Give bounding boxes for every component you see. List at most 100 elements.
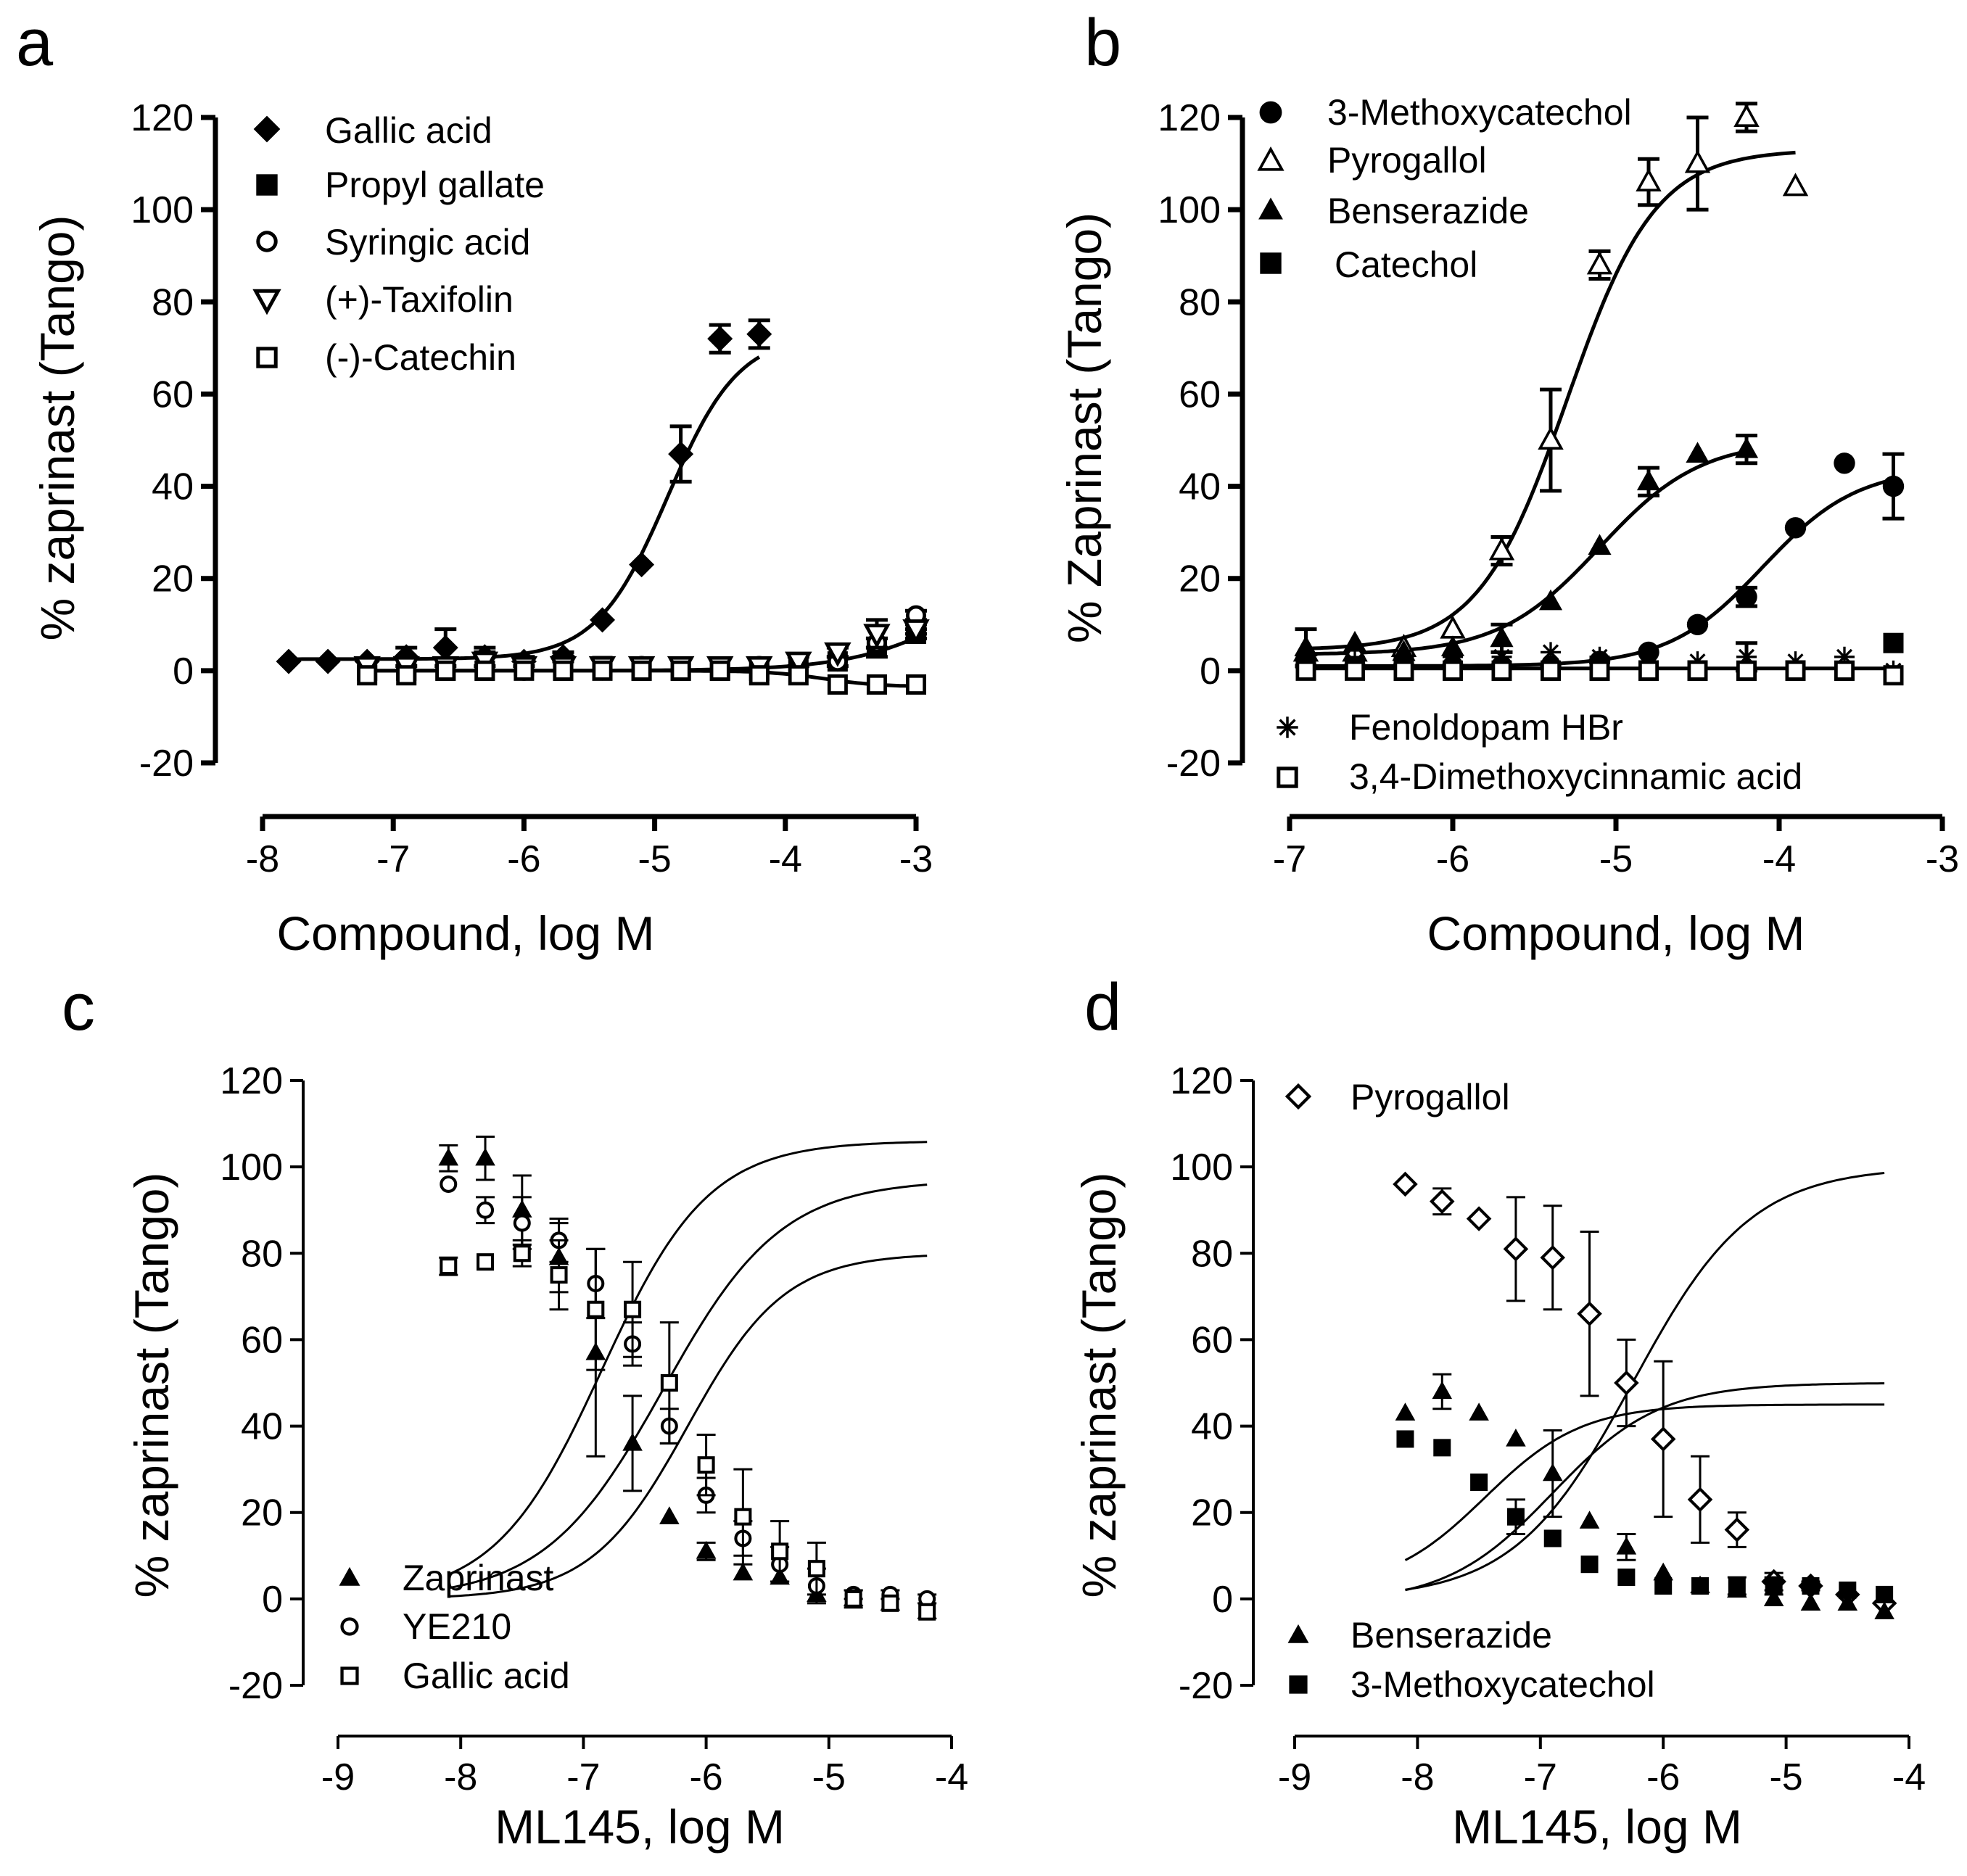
fit-curve-pd-benserazide: [1405, 1382, 1885, 1592]
data-point-gallic-acid: [918, 1603, 936, 1621]
data-point-3-4-dimethoxycinnamic-acid: [1295, 660, 1316, 681]
data-point-gallic-acid: [629, 552, 655, 578]
pc-x-tick-label: -6: [689, 1756, 722, 1798]
pd-y-tick-label: 20: [1191, 1492, 1233, 1534]
fit-curve-pb-3-methoxycatechol: [1306, 477, 1894, 668]
fit-curve-pb-benserazide: [1306, 449, 1747, 656]
data-point-benserazide: [1837, 1592, 1858, 1611]
data-point-catechin: [749, 665, 770, 686]
data-point-catechin: [474, 660, 495, 681]
data-point-3-4-dimethoxycinnamic-acid: [1736, 660, 1757, 681]
data-point-3-4-dimethoxycinnamic-acid: [1491, 660, 1512, 681]
legend-b-label-catechol: Catechol: [1335, 244, 1477, 285]
pa-x-tick-label: -8: [246, 838, 279, 880]
legend-b-label-3-methoxycatechol: 3-Methoxycatechol: [1327, 92, 1632, 133]
legend-a-label-syringic-acid: Syringic acid: [325, 222, 530, 263]
data-point-gallic-acid: [590, 607, 616, 633]
legend-d-label-pyrogallol: Pyrogallol: [1350, 1077, 1510, 1117]
pa-x-tick-label: -6: [507, 838, 540, 880]
data-point-gallic-acid: [771, 1542, 789, 1561]
panel-d-axes: -20 0 20 40 60 80 100 120 -9 -8 -7 -6 -5 -4: [1170, 1060, 1926, 1798]
data-point-catechin: [631, 660, 652, 681]
pa-y-tick-label: 20: [152, 558, 194, 600]
data-point-benserazide: [1734, 437, 1759, 458]
data-point-taxifolin: [902, 619, 930, 644]
legend-c-marker-ye210: [340, 1617, 359, 1636]
data-point-benserazide: [1542, 1463, 1563, 1482]
pa-y-tick-label: 120: [131, 97, 194, 139]
data-point-pyrogallol: [1782, 173, 1809, 197]
data-point-catechin: [670, 660, 691, 681]
data-point-benserazide: [1579, 1511, 1600, 1529]
data-point-zaprinast: [475, 1147, 495, 1166]
pb-y-tick-label: 0: [1200, 650, 1221, 693]
legend-marker-gallic-acid: [253, 115, 281, 143]
data-point-gallic-acid: [477, 1253, 495, 1271]
pb-y-tick-label: 60: [1179, 373, 1221, 416]
data-point-gallic-acid: [746, 321, 772, 347]
data-point-3-methoxycatechol: [1736, 586, 1757, 608]
data-point-taxifolin: [863, 624, 891, 649]
legend-marker-3-methoxycatechol: [1289, 1675, 1308, 1694]
pd-y-tick-label: 80: [1191, 1233, 1233, 1275]
legend-a-marker-propyl-gallate: [256, 174, 278, 196]
data-point-3-4-dimethoxycinnamic-acid: [1834, 660, 1855, 681]
data-point-gallic-acid: [276, 648, 302, 674]
data-point-pyrogallol: [1684, 149, 1711, 173]
data-point-gallic-acid: [440, 1257, 458, 1276]
data-point-pyrogallol: [1503, 1236, 1529, 1262]
legend-a-label-taxifolin: (+)-Taxifolin: [325, 279, 514, 320]
fit-curve-pc-zaprinast: [448, 1141, 928, 1576]
legend-marker-zaprinast: [339, 1566, 360, 1586]
pc-x-tick-label: -4: [935, 1756, 968, 1798]
legend-b-label-pyrogallol: Pyrogallol: [1327, 140, 1487, 181]
legend-marker-gallic-acid: [340, 1666, 359, 1685]
data-point-3-methoxycatechol: [1839, 1581, 1857, 1599]
legend-b-marker-catechol: [1260, 252, 1282, 274]
data-point-pyrogallol: [1733, 103, 1760, 127]
data-point-3-methoxycatechol: [1654, 1577, 1673, 1595]
data-point-zaprinast: [696, 1540, 717, 1559]
data-point-benserazide: [1432, 1381, 1453, 1400]
data-point-pyrogallol: [1614, 1370, 1639, 1396]
data-point-catechin: [514, 660, 535, 681]
data-point-catechin: [709, 660, 730, 681]
legend-marker-ye210: [340, 1617, 359, 1636]
data-point-benserazide: [1490, 626, 1514, 648]
data-point-3-4-dimethoxycinnamic-acid: [1785, 660, 1806, 681]
legend-b-label-dimethoxycinnamic-acid: 3,4-Dimethoxycinnamic acid: [1349, 756, 1802, 797]
pb-x-tick-label: -5: [1599, 838, 1633, 880]
data-point-zaprinast: [733, 1562, 754, 1581]
pd-x-tick-label: -7: [1524, 1756, 1557, 1798]
data-point-taxifolin: [785, 651, 812, 677]
legend-c-marker-gallic-acid: [340, 1666, 359, 1685]
pa-y-tick-label: 60: [152, 373, 194, 416]
data-point-catechin: [396, 665, 417, 686]
data-point-3-methoxycatechol: [1876, 1585, 1894, 1603]
legend-b-marker-benserazide: [1258, 197, 1283, 220]
panel-letter-b: b: [1084, 6, 1121, 80]
legend-d-marker-pyrogallol: [1284, 1083, 1312, 1110]
data-point-pyrogallol: [1636, 168, 1662, 191]
pa-y-tick-label: -20: [139, 743, 194, 785]
pb-x-tick-label: -3: [1926, 838, 1959, 880]
data-point-3-methoxycatechol: [1433, 1439, 1451, 1457]
data-point-3-methoxycatechol: [1506, 1508, 1525, 1526]
pc-x-tick-label: -5: [812, 1756, 846, 1798]
legend-b-label-benserazide: Benserazide: [1327, 191, 1529, 231]
data-point-gallic-acid: [432, 635, 458, 661]
data-point-zaprinast: [438, 1147, 459, 1166]
panel-letter-d: d: [1084, 970, 1121, 1044]
data-point-3-methoxycatechol: [1543, 1529, 1562, 1548]
data-point-gallic-acid: [513, 1244, 531, 1263]
data-point-benserazide: [1506, 1429, 1526, 1447]
panel-c-y-axis-title: % zaprinast (Tango): [125, 1173, 178, 1598]
pb-y-tick-label: -20: [1166, 743, 1221, 785]
panel-b-legend: 3-Methoxycatechol Pyrogallol Benserazide…: [1257, 92, 1802, 797]
data-point-gallic-acid: [660, 1374, 678, 1392]
legend-a-label-catechin: (-)-Catechin: [325, 337, 516, 378]
data-point-benserazide: [1874, 1601, 1894, 1619]
data-point-catechin: [553, 660, 574, 681]
data-point-ye210: [477, 1201, 495, 1219]
data-point-pyrogallol: [1429, 1189, 1455, 1215]
